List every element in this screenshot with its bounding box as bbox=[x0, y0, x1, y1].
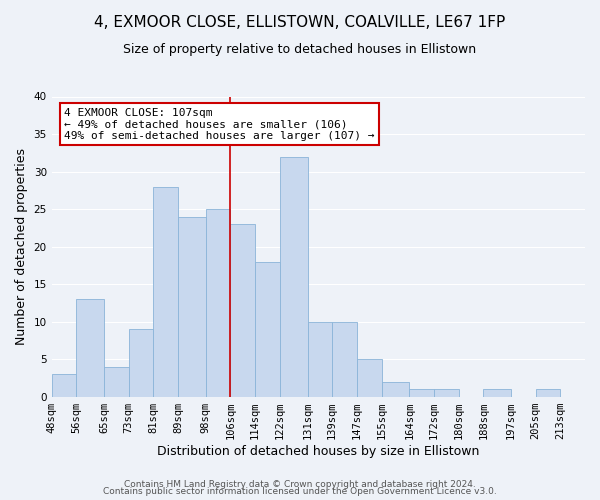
Bar bbox=[52, 374, 76, 396]
Bar bbox=[434, 389, 458, 396]
Bar bbox=[129, 329, 154, 396]
Bar bbox=[332, 322, 357, 396]
Bar bbox=[382, 382, 409, 396]
Bar bbox=[357, 359, 382, 397]
Bar bbox=[255, 262, 280, 396]
Bar bbox=[308, 322, 332, 396]
Text: 4, EXMOOR CLOSE, ELLISTOWN, COALVILLE, LE67 1FP: 4, EXMOOR CLOSE, ELLISTOWN, COALVILLE, L… bbox=[94, 15, 506, 30]
Text: Contains public sector information licensed under the Open Government Licence v3: Contains public sector information licen… bbox=[103, 488, 497, 496]
Y-axis label: Number of detached properties: Number of detached properties bbox=[15, 148, 28, 345]
Bar bbox=[206, 209, 230, 396]
Text: 4 EXMOOR CLOSE: 107sqm
← 49% of detached houses are smaller (106)
49% of semi-de: 4 EXMOOR CLOSE: 107sqm ← 49% of detached… bbox=[64, 108, 374, 141]
X-axis label: Distribution of detached houses by size in Ellistown: Distribution of detached houses by size … bbox=[157, 444, 479, 458]
Bar bbox=[483, 389, 511, 396]
Bar bbox=[536, 389, 560, 396]
Text: Contains HM Land Registry data © Crown copyright and database right 2024.: Contains HM Land Registry data © Crown c… bbox=[124, 480, 476, 489]
Text: Size of property relative to detached houses in Ellistown: Size of property relative to detached ho… bbox=[124, 42, 476, 56]
Bar bbox=[178, 216, 206, 396]
Bar bbox=[76, 299, 104, 396]
Bar bbox=[409, 389, 434, 396]
Bar bbox=[104, 366, 129, 396]
Bar bbox=[280, 156, 308, 396]
Bar bbox=[230, 224, 255, 396]
Bar bbox=[154, 186, 178, 396]
